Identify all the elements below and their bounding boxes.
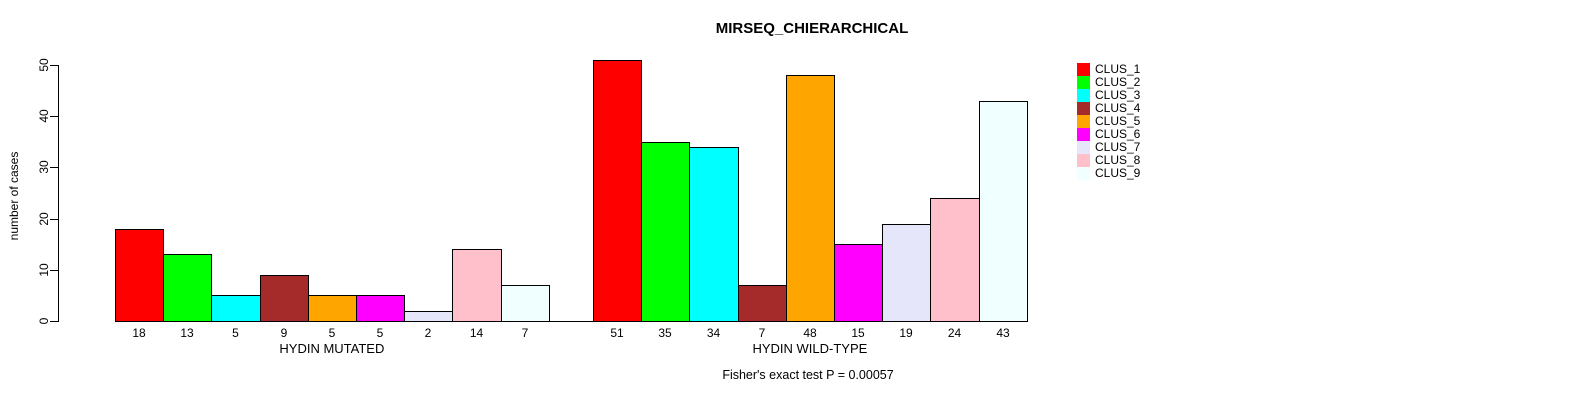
bar-value-label: 43 xyxy=(996,326,1010,340)
bar-clus_2 xyxy=(641,142,690,322)
legend-label: CLUS_9 xyxy=(1095,166,1141,180)
legend-item-clus_6: CLUS_6 xyxy=(1077,128,1140,141)
bar-clus_3 xyxy=(689,147,739,322)
annotation-text: Fisher's exact test P = 0.00057 xyxy=(722,368,894,382)
legend-item-clus_2: CLUS_2 xyxy=(1077,76,1140,89)
y-tick-label: 0 xyxy=(37,317,51,325)
legend-item-clus_1: CLUS_1 xyxy=(1077,63,1140,76)
bar-clus_5 xyxy=(786,75,835,322)
y-tick xyxy=(50,65,58,66)
y-tick-label: 40 xyxy=(37,109,51,123)
legend-swatch xyxy=(1077,76,1090,89)
legend-swatch xyxy=(1077,63,1090,76)
y-axis-label: number of cases xyxy=(7,151,21,241)
legend-swatch xyxy=(1077,154,1090,167)
bar-clus_2 xyxy=(163,254,212,322)
y-tick-label: 50 xyxy=(37,58,51,72)
legend-label: CLUS_8 xyxy=(1095,153,1141,167)
x-axis-baseline xyxy=(115,321,1027,322)
legend-swatch xyxy=(1077,141,1090,154)
bar-clus_8 xyxy=(452,249,502,322)
y-tick xyxy=(50,167,58,168)
legend-label: CLUS_7 xyxy=(1095,140,1141,154)
bar-clus_6 xyxy=(356,295,405,322)
bar-value-label: 35 xyxy=(658,326,672,340)
y-tick xyxy=(50,321,58,322)
legend-label: CLUS_5 xyxy=(1095,114,1141,128)
bar-value-label: 7 xyxy=(521,326,529,340)
bar-clus_4 xyxy=(738,285,787,322)
y-tick xyxy=(50,116,58,117)
x-group-label: HYDIN WILD-TYPE xyxy=(752,341,868,356)
legend-label: CLUS_1 xyxy=(1095,62,1141,76)
bar-value-label: 14 xyxy=(469,326,484,340)
legend-swatch xyxy=(1077,102,1090,115)
bar-value-label: 24 xyxy=(947,326,962,340)
chart-title: MIRSEQ_CHIERARCHICAL xyxy=(715,20,909,37)
y-tick xyxy=(50,270,58,271)
y-tick-label: 10 xyxy=(37,263,51,277)
bar-clus_6 xyxy=(834,244,883,322)
legend-label: CLUS_3 xyxy=(1095,88,1141,102)
bar-value-label: 18 xyxy=(132,326,146,340)
bar-value-label: 34 xyxy=(706,326,721,340)
bar-clus_3 xyxy=(211,295,261,322)
legend-swatch xyxy=(1077,128,1090,141)
legend-item-clus_5: CLUS_5 xyxy=(1077,115,1140,128)
legend-item-clus_9: CLUS_9 xyxy=(1077,167,1140,180)
legend-item-clus_7: CLUS_7 xyxy=(1077,141,1140,154)
legend-label: CLUS_6 xyxy=(1095,127,1141,141)
legend-label: CLUS_2 xyxy=(1095,75,1141,89)
legend: CLUS_1 CLUS_2 CLUS_3 CLUS_4 CLUS_5 CLUS_6 CLUS… xyxy=(1077,63,1140,180)
bar-value-label: 51 xyxy=(610,326,624,340)
y-tick xyxy=(50,219,58,220)
bar-clus_4 xyxy=(260,275,309,322)
bar-clus_5 xyxy=(308,295,357,322)
bar-value-label: 5 xyxy=(232,326,239,340)
legend-item-clus_8: CLUS_8 xyxy=(1077,154,1140,167)
bar-value-label: 13 xyxy=(180,326,194,340)
bar-value-label: 19 xyxy=(899,326,913,340)
bar-clus_1 xyxy=(593,60,642,322)
legend-swatch xyxy=(1077,115,1090,128)
bar-value-label: 48 xyxy=(803,326,817,340)
bar-value-label: 7 xyxy=(758,326,766,340)
bar-value-label: 5 xyxy=(376,326,384,340)
bar-value-label: 2 xyxy=(424,326,432,340)
y-axis-line xyxy=(58,65,59,322)
bar-clus_8 xyxy=(930,198,980,322)
legend-item-clus_4: CLUS_4 xyxy=(1077,102,1140,115)
y-tick-label: 20 xyxy=(37,212,51,226)
legend-swatch xyxy=(1077,167,1090,180)
bar-clus_7 xyxy=(404,311,453,322)
legend-label: CLUS_4 xyxy=(1095,101,1141,115)
legend-swatch xyxy=(1077,89,1090,102)
x-group-label: HYDIN MUTATED xyxy=(279,341,385,356)
bar-clus_9 xyxy=(979,101,1028,322)
bar-clus_7 xyxy=(882,224,931,322)
bar-value-label: 15 xyxy=(851,326,865,340)
bar-clus_9 xyxy=(501,285,550,322)
bar-value-label: 5 xyxy=(328,326,336,340)
bar-value-label: 9 xyxy=(280,326,288,340)
legend-item-clus_3: CLUS_3 xyxy=(1077,89,1140,102)
bar-clus_1 xyxy=(115,229,164,322)
y-tick-label: 30 xyxy=(37,160,51,174)
